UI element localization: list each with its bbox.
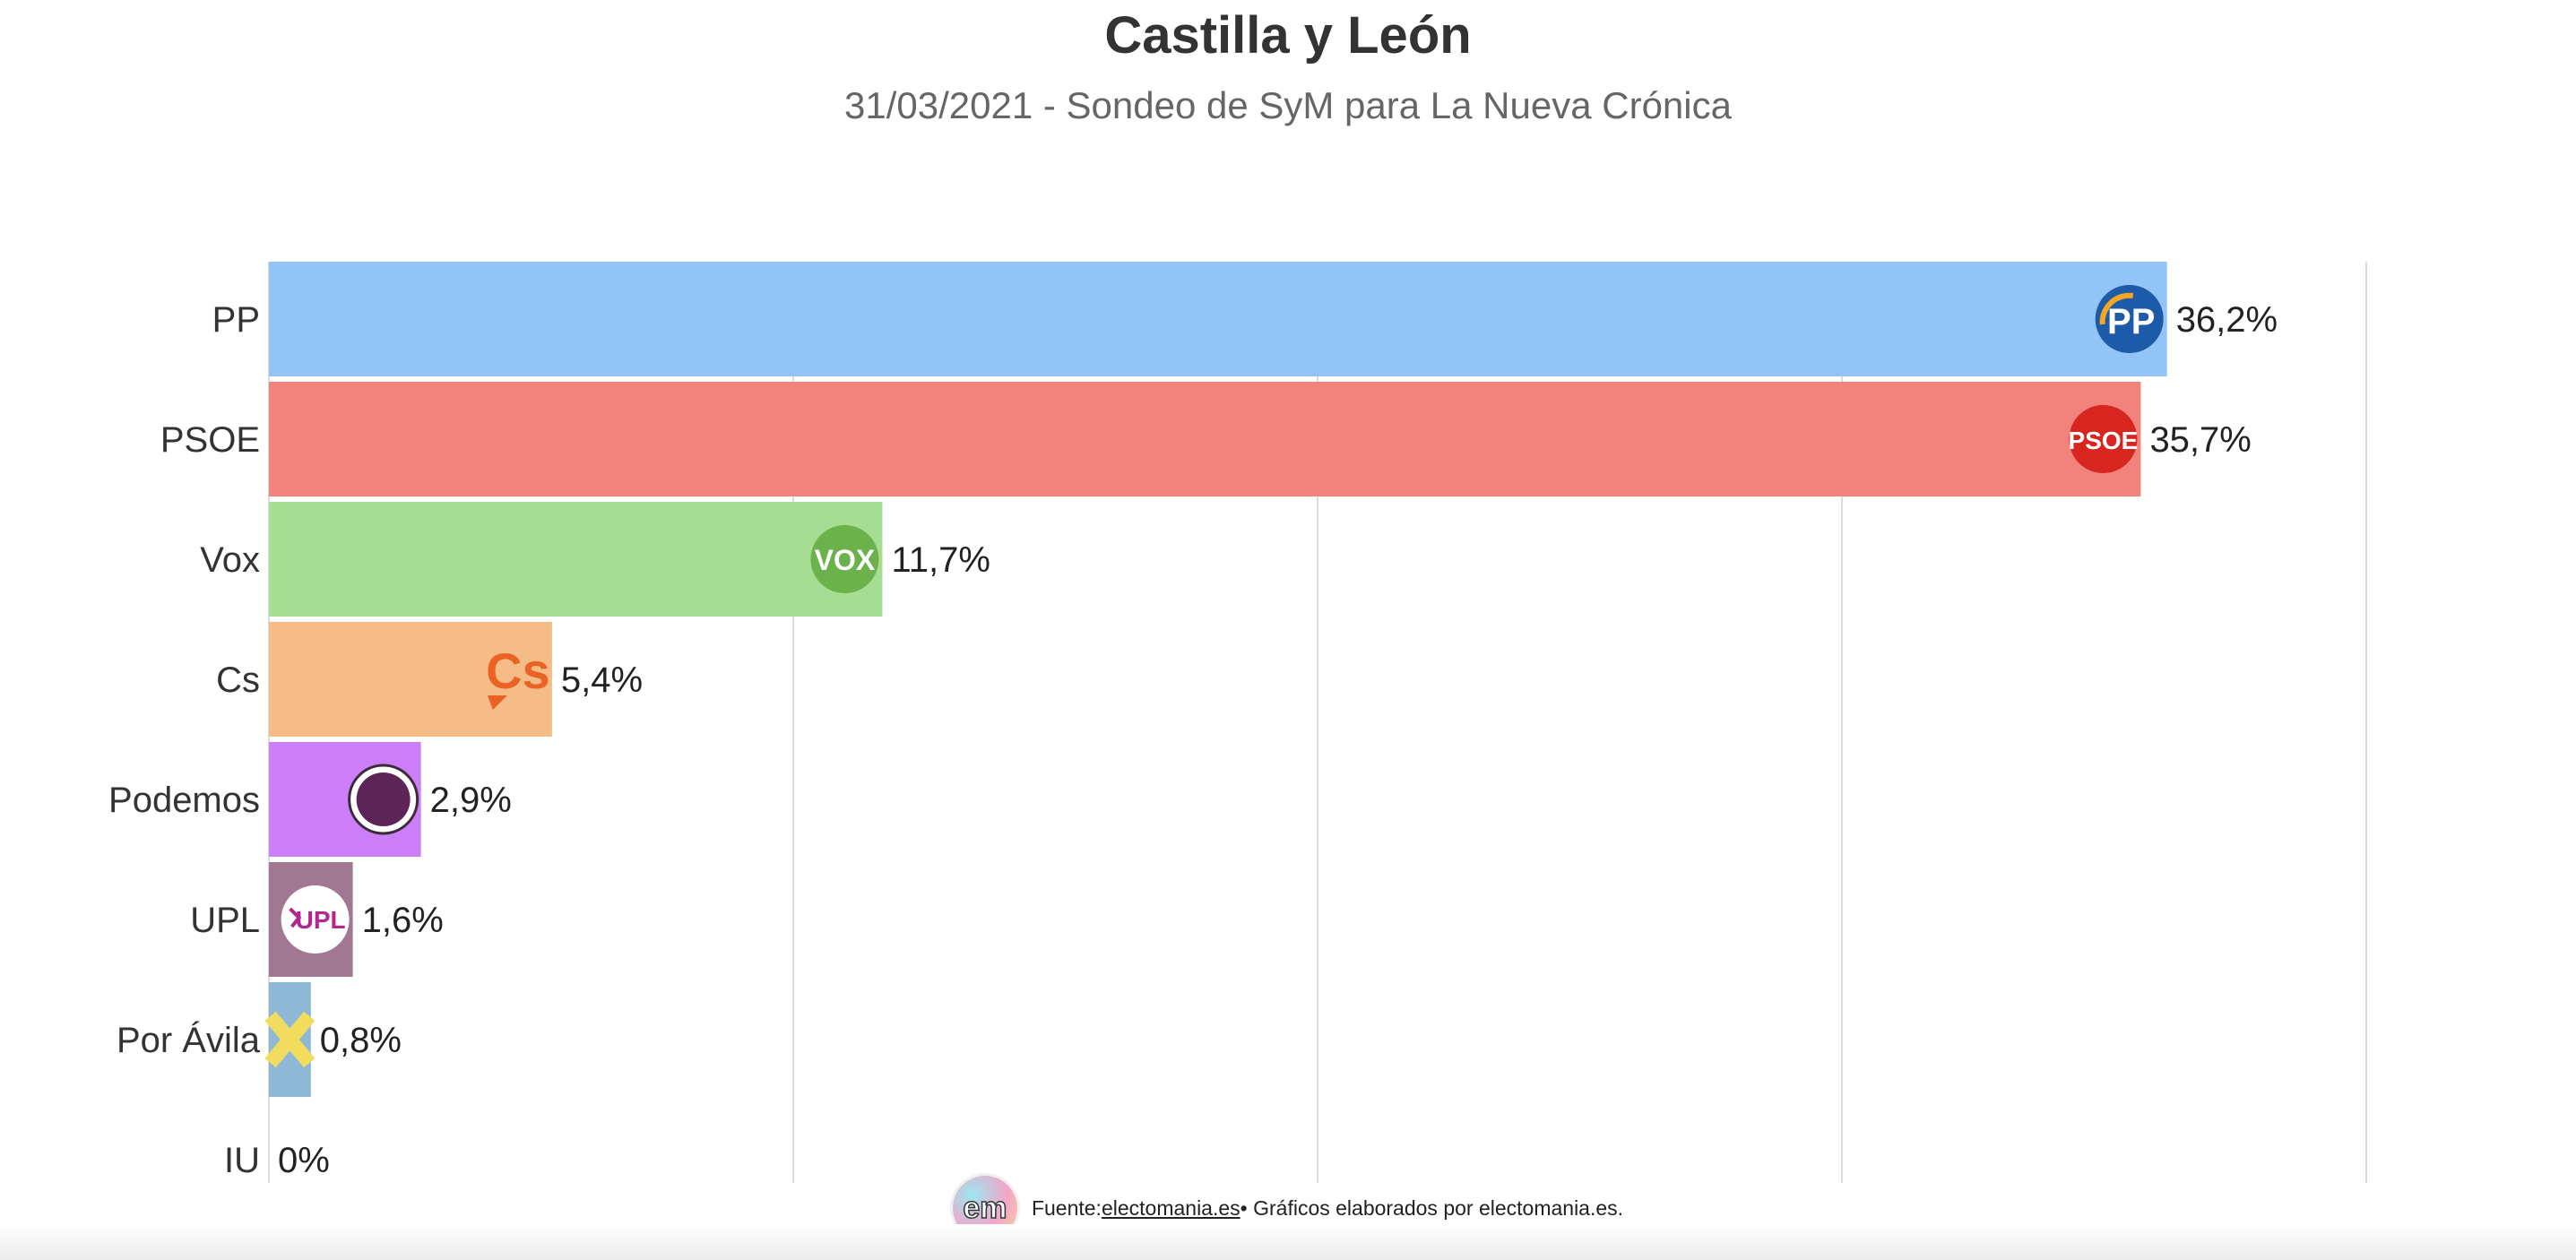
bar xyxy=(269,262,2167,376)
category-label: Vox xyxy=(200,540,260,580)
chart-subtitle: 31/03/2021 - Sondeo de SyM para La Nueva… xyxy=(844,84,1732,126)
value-label: 0% xyxy=(278,1141,330,1180)
labels: PP 36,2% PSOE 35,7% Vox 11,7% Cs 5,4% Podemos 2,9… xyxy=(108,300,2278,1180)
bar xyxy=(269,622,552,737)
svg-text:PP: PP xyxy=(2107,302,2155,341)
svg-text:PSOE: PSOE xyxy=(2069,427,2139,454)
value-label: 35,7% xyxy=(2149,420,2251,460)
footer-source-link[interactable]: electomania.es xyxy=(1101,1195,1240,1220)
value-label: 2,9% xyxy=(430,781,512,820)
category-label: Por Ávila xyxy=(117,1020,261,1060)
category-label: Podemos xyxy=(108,781,260,820)
upl-logo-icon: UPL xyxy=(281,885,350,954)
category-label: Cs xyxy=(216,660,260,700)
value-label: 11,7% xyxy=(891,540,990,580)
bars: PP PSOE VOX Cs UPL xyxy=(264,262,2167,1097)
svg-text:Cs: Cs xyxy=(486,643,550,699)
svg-text:UPL: UPL xyxy=(296,906,346,934)
bar-chart: PP PSOE VOX Cs UPL PP 36,2% PSOE 35,7% Vox 11,7% C… xyxy=(108,262,2367,1183)
value-label: 36,2% xyxy=(2176,300,2278,340)
bottom-shadow xyxy=(0,1224,2576,1260)
value-label: 0,8% xyxy=(320,1021,402,1060)
svg-text:VOX: VOX xyxy=(815,544,876,576)
footer-suffix: • Gráficos elaborados por electomania.es… xyxy=(1240,1195,1624,1220)
cs-logo-icon: Cs xyxy=(486,643,550,710)
bar xyxy=(269,502,883,617)
category-label: PP xyxy=(212,300,260,340)
value-label: 5,4% xyxy=(561,660,643,700)
chart-title: Castilla y León xyxy=(1104,6,1472,65)
bar xyxy=(269,382,2141,496)
category-label: IU xyxy=(224,1141,260,1180)
pp-logo-icon: PP xyxy=(2095,285,2164,353)
electomania-logo-text: em xyxy=(963,1190,1008,1226)
por-avila-logo-icon xyxy=(264,1011,316,1068)
psoe-logo-icon: PSOE xyxy=(2069,405,2139,473)
footer-prefix: Fuente: xyxy=(1031,1195,1102,1220)
vox-logo-icon: VOX xyxy=(810,525,879,593)
podemos-logo-icon xyxy=(348,764,419,835)
category-label: PSOE xyxy=(160,420,260,460)
value-label: 1,6% xyxy=(362,901,444,940)
category-label: UPL xyxy=(190,901,260,940)
